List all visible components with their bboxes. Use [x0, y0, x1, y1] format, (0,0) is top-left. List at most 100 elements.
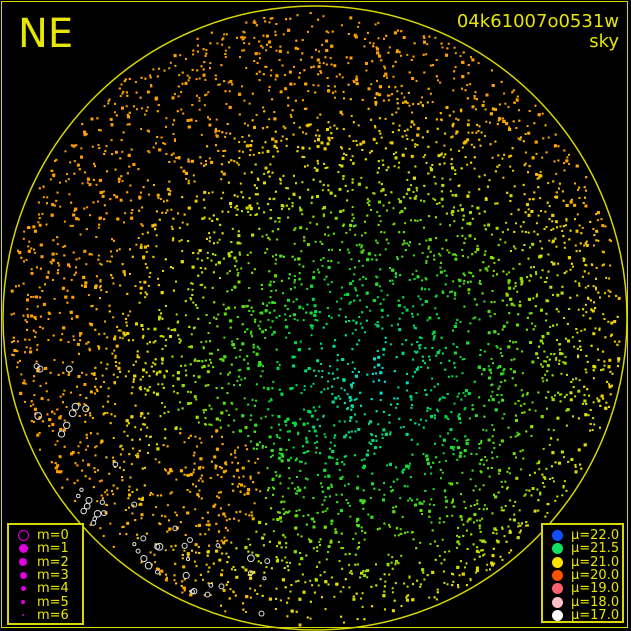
star-mark [173, 328, 177, 332]
star-mark [445, 499, 449, 503]
star-mark [244, 513, 247, 516]
star-mark [117, 177, 121, 181]
star-mark [345, 231, 348, 234]
star-mark [28, 338, 31, 341]
star-mark [572, 378, 574, 381]
star-mark [149, 494, 152, 497]
star-mark [235, 575, 239, 579]
star-mark [146, 426, 149, 429]
star-mark [56, 243, 59, 246]
star-mark [185, 177, 188, 180]
star-mark [406, 138, 409, 140]
star-mark [192, 53, 195, 56]
star-mark [499, 352, 502, 355]
star-mark [602, 397, 605, 400]
star-mark [99, 262, 102, 265]
star-mark [307, 409, 311, 413]
star-mark [256, 554, 260, 558]
star-mark [424, 288, 427, 291]
star-mark [516, 323, 519, 327]
star-mark [464, 394, 467, 397]
star-mark [158, 522, 161, 525]
star-mark [540, 210, 542, 212]
star-mark [355, 397, 358, 400]
star-mark [451, 514, 454, 517]
star-mark [248, 102, 251, 105]
star-mark [357, 124, 360, 127]
star-mark [215, 130, 218, 132]
star-mark [361, 264, 364, 267]
star-mark [321, 264, 324, 267]
star-mark [521, 372, 524, 375]
star-mark [138, 301, 141, 304]
star-mark [399, 426, 402, 429]
star-mark [446, 583, 449, 586]
star-mark [187, 158, 190, 161]
star-mark [447, 375, 450, 378]
star-mark [502, 369, 505, 372]
star-mark [364, 331, 366, 334]
star-mark [349, 515, 352, 518]
star-mark [366, 201, 369, 204]
star-mark [119, 198, 123, 202]
star-mark [259, 311, 262, 314]
star-mark [362, 507, 365, 510]
star-mark [563, 162, 565, 165]
star-mark [321, 43, 324, 46]
star-mark [307, 30, 309, 33]
star-mark [77, 375, 81, 378]
star-mark [411, 375, 414, 378]
star-mark [156, 193, 160, 197]
star-mark [71, 450, 75, 454]
star-mark [448, 550, 451, 553]
star-mark [369, 151, 371, 154]
star-mark [287, 597, 290, 600]
star-mark [172, 267, 174, 270]
star-mark [395, 151, 398, 154]
star-mark [219, 419, 222, 422]
star-mark [480, 459, 482, 462]
star-mark [386, 464, 388, 467]
star-mark [178, 74, 181, 77]
star-mark [268, 118, 271, 121]
star-mark [312, 271, 315, 274]
star-mark [91, 304, 94, 307]
star-mark [195, 78, 198, 81]
star-mark [172, 548, 175, 551]
star-mark [379, 399, 382, 401]
star-mark [284, 536, 287, 539]
star-mark [456, 235, 459, 238]
star-mark [278, 59, 281, 61]
star-mark [190, 333, 193, 336]
star-mark [412, 305, 415, 308]
star-mark [303, 156, 306, 159]
star-mark [496, 455, 499, 458]
star-mark [420, 366, 423, 368]
star-mark [166, 187, 170, 191]
star-mark [91, 145, 94, 148]
star-mark [585, 243, 589, 247]
star-mark [403, 306, 406, 309]
star-mark [543, 228, 546, 230]
star-mark [372, 137, 376, 141]
star-mark [134, 426, 137, 429]
star-mark [395, 559, 398, 563]
star-mark [503, 535, 506, 538]
star-mark [452, 580, 455, 583]
star-mark [539, 276, 542, 279]
star-mark [139, 281, 142, 284]
star-mark [101, 374, 104, 377]
star-mark [374, 126, 377, 129]
star-mark [524, 133, 527, 135]
star-mark [245, 67, 248, 69]
star-mark [449, 148, 452, 151]
star-mark [256, 202, 259, 205]
star-mark [308, 538, 311, 541]
star-mark [59, 205, 62, 208]
star-mark [558, 187, 560, 190]
star-mark [22, 237, 25, 240]
star-mark [312, 547, 315, 550]
star-mark [589, 429, 591, 432]
star-mark [221, 569, 224, 572]
star-mark [436, 588, 439, 591]
